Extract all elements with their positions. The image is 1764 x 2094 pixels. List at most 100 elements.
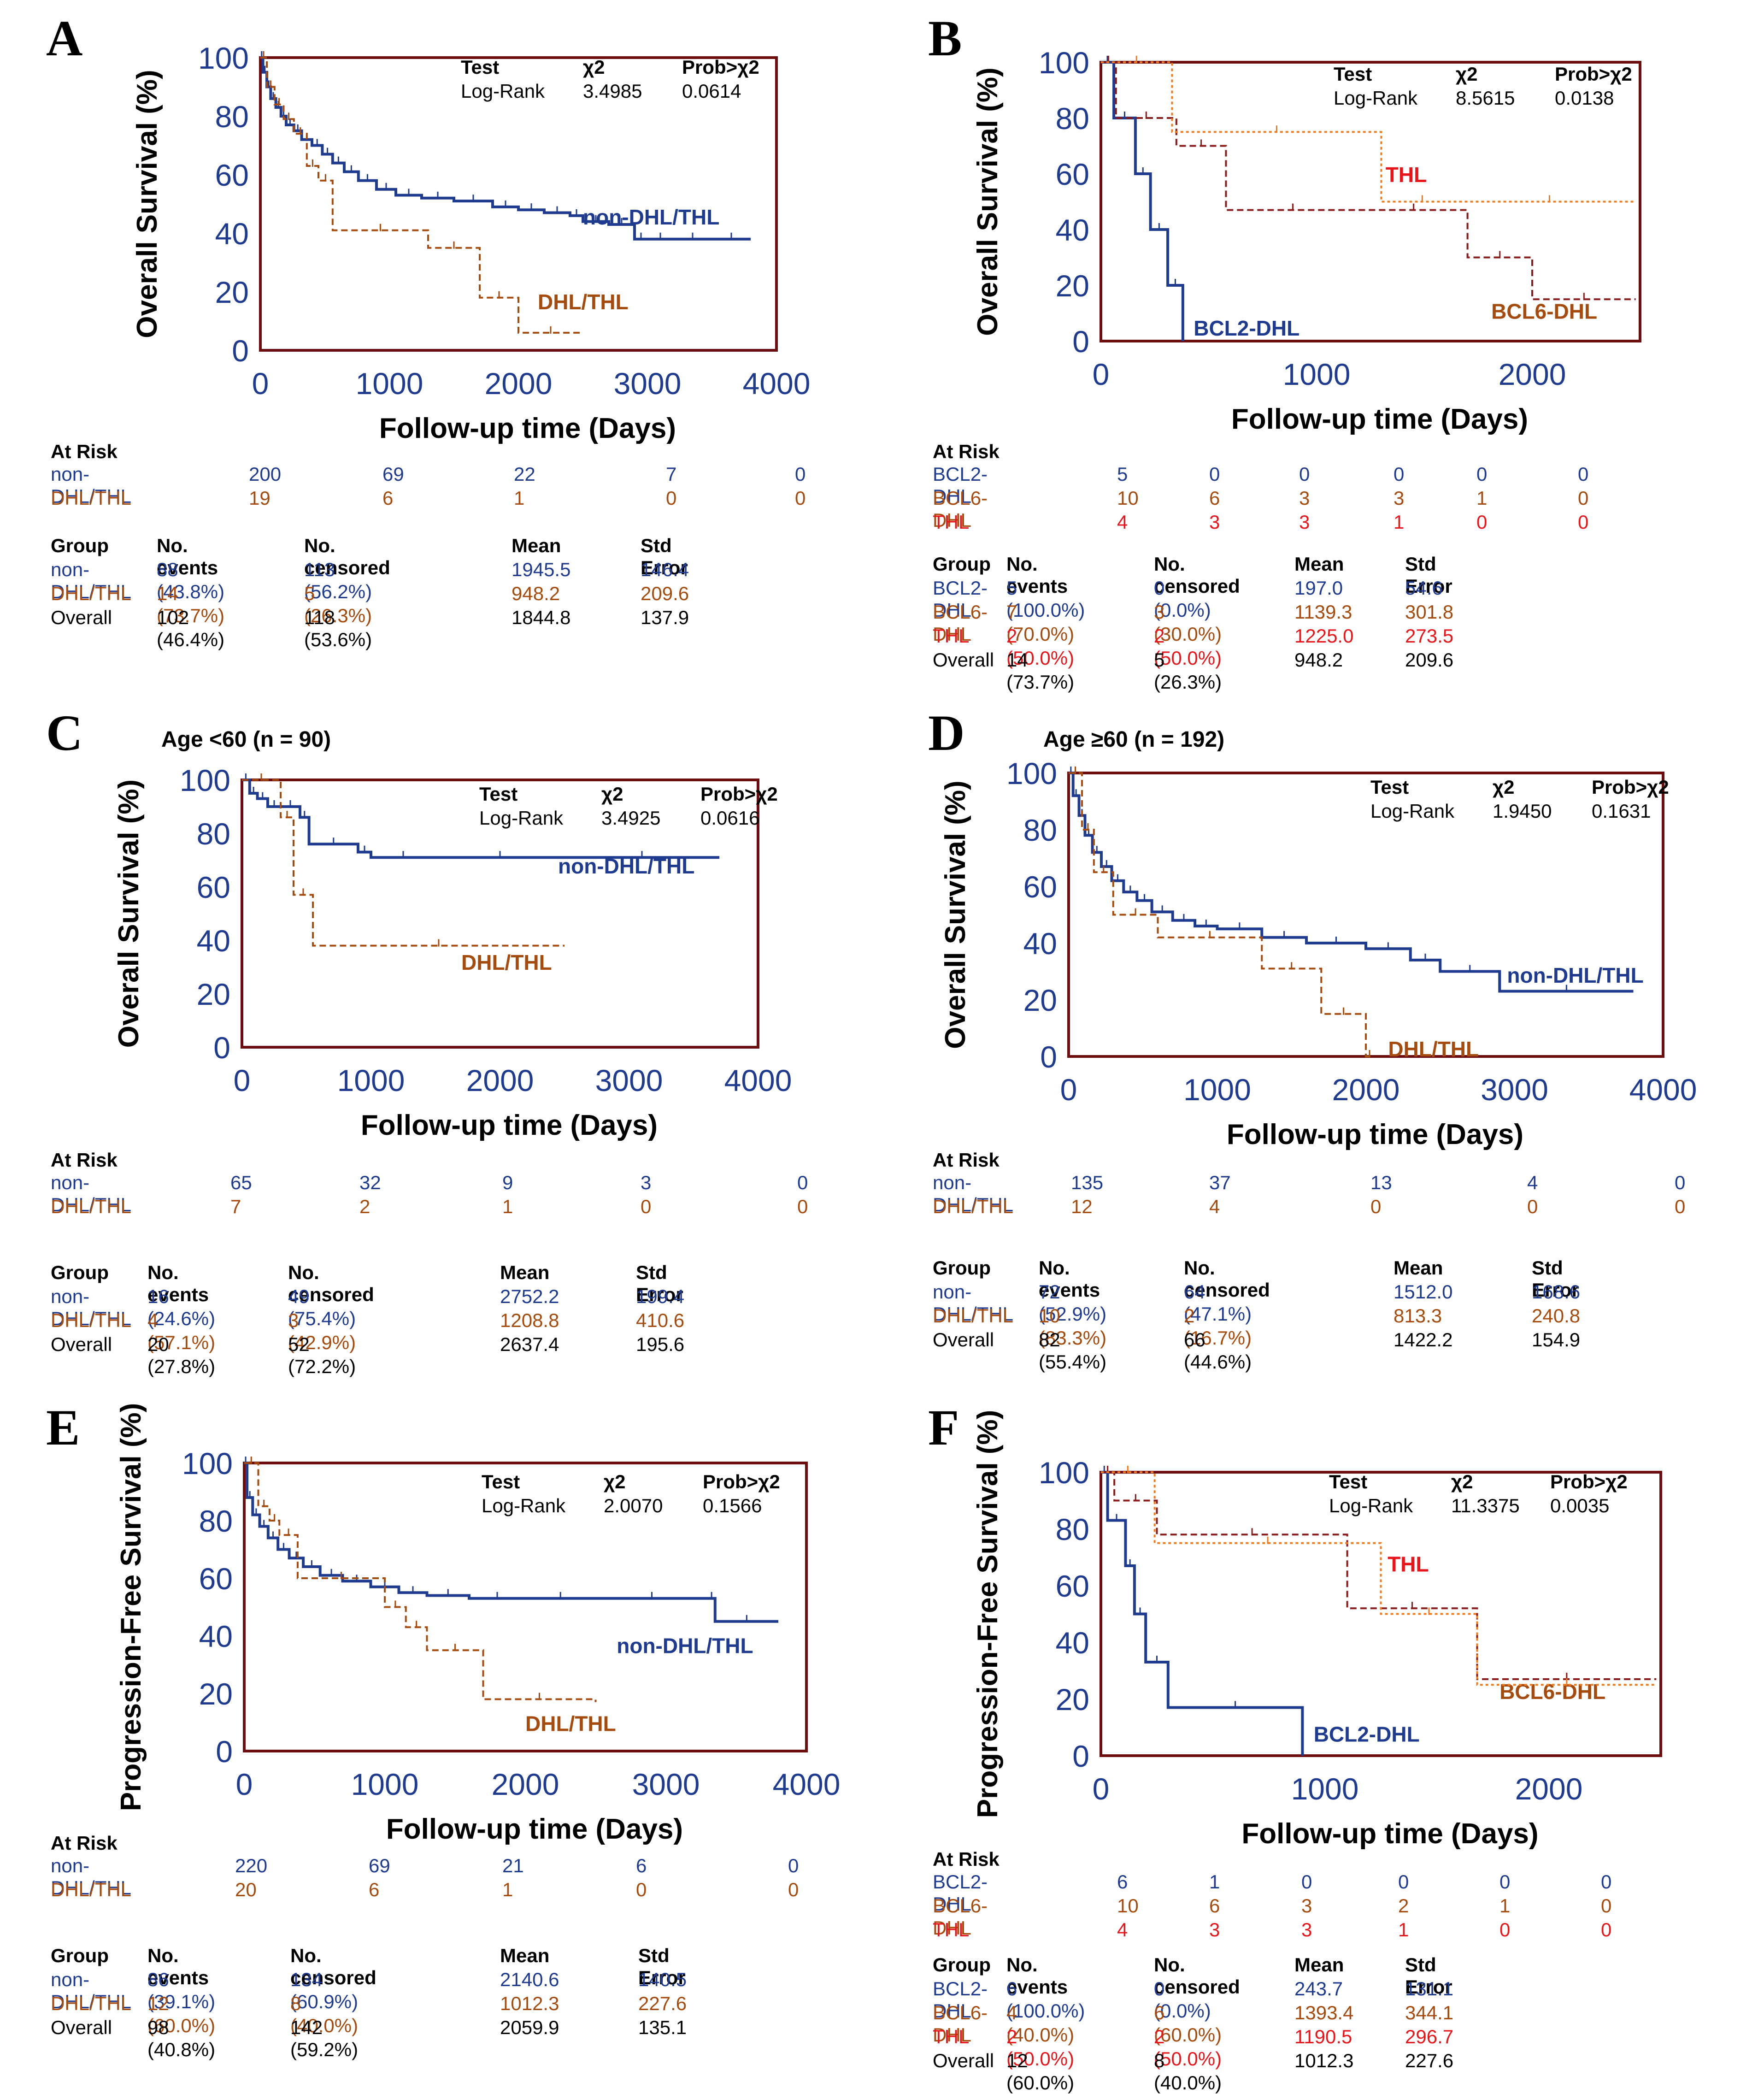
at-risk-row: non-DHL/THL 220 69 21 6 0 (51, 1855, 799, 1899)
y-tick-label: 40 (1023, 926, 1057, 961)
summary-cell-events: 12 (60.0%) (1006, 2050, 1075, 2094)
at-risk-group-label: BCL2-DHL (933, 1871, 988, 1915)
x-tick-label: 0 (1093, 357, 1110, 391)
panel-letter: E (46, 1399, 80, 1456)
at-risk-count: 3 (1299, 511, 1310, 533)
summary-cell-censored: 52 (72.2%) (288, 1333, 356, 1377)
y-tick-label: 20 (215, 275, 249, 309)
summary-header-cell: No. censored (1154, 1954, 1240, 1998)
summary-header-cell: Std Error (636, 1262, 683, 1305)
summary-cell-group: Overall (933, 1329, 994, 1351)
summary-cell-events: 10 (83.3%) (1039, 1305, 1107, 1349)
at-risk-count: 22 (514, 463, 535, 485)
at-risk-count: 13 (1370, 1172, 1392, 1193)
summary-cell-events: 12 (60.0%) (147, 1993, 216, 2036)
summary-cell-mean: 1208.8 (500, 1309, 559, 1331)
series-label: DHL/THL (525, 1711, 616, 1735)
panel-letter: A (46, 10, 83, 66)
y-tick-label: 40 (1056, 1626, 1089, 1660)
summary-cell-se: 140.5 (638, 1969, 687, 1990)
at-risk-row: THL 4 3 3 1 0 0 (933, 511, 1588, 535)
p-value: 0.1631 (1592, 800, 1651, 822)
summary-header-cell: Mean (1294, 1954, 1344, 1976)
test-name: Log-Rank (461, 80, 545, 102)
summary-cell-censored: 113 (56.2%) (304, 559, 372, 602)
at-risk-row: BCL6-DHL 10 6 3 3 1 0 (933, 487, 1588, 531)
x-tick-label: 4000 (1629, 1073, 1697, 1107)
at-risk-count: 2 (359, 1196, 370, 1217)
y-tick-label: 40 (1056, 213, 1089, 247)
panel-a: A 0 20 40 60 80 100 0 1000 2000 3000 4000 Follow-up … (0, 0, 882, 695)
summary-cell-censored: 118 (53.6%) (304, 607, 372, 650)
at-risk-count: 65 (230, 1172, 252, 1193)
summary-cell-censored: 142 (59.2%) (290, 2017, 359, 2060)
summary-header-cell: No. events (147, 1262, 209, 1305)
series-label: BCL6-DHL (1499, 1680, 1605, 1704)
at-risk-group-label: non-DHL/THL (933, 1172, 1014, 1215)
y-tick-label: 60 (1056, 157, 1089, 191)
at-risk-count: 0 (795, 463, 806, 485)
at-risk-count: 21 (502, 1855, 524, 1876)
x-tick-label: 1000 (1291, 1772, 1359, 1806)
chi2-header: χ2 (1493, 776, 1515, 798)
summary-header-cell: Group (51, 1945, 109, 1966)
at-risk-row: non-DHL/THL 200 69 22 7 0 (51, 463, 806, 507)
at-risk-table: At Risk non-DHL/THL 65 32 9 3 0 DHL/THL 7 2 1 0 0 (51, 1149, 808, 1220)
summary-cell-events: 5 (100.0%) (1006, 577, 1085, 621)
summary-cell-group: THL (933, 625, 970, 647)
series-label: THL (1388, 1552, 1429, 1576)
at-risk-count: 7 (666, 463, 677, 485)
at-risk-count: 3 (1299, 487, 1310, 509)
y-axis-title: Overall Survival (%) (113, 779, 145, 1048)
at-risk-count: 1 (1209, 1871, 1220, 1893)
test-header: Test (1329, 1471, 1367, 1492)
at-risk-row: non-DHL/THL 135 37 13 4 0 (933, 1172, 1685, 1215)
at-risk-count: 1 (514, 487, 525, 509)
panel-c: C Age <60 (n = 90) 0 20 40 60 80 100 0 1000 2000 30… (0, 695, 882, 1389)
y-tick-label: 40 (215, 217, 249, 251)
series-label: non-DHL/THL (558, 854, 694, 878)
summary-cell-se: 296.7 (1405, 2026, 1454, 2047)
plot-frame (259, 56, 778, 352)
y-tick-label: 100 (1039, 1456, 1089, 1490)
summary-cell-events: 6 (100.0%) (1006, 1978, 1085, 2022)
at-risk-count: 6 (369, 1879, 380, 1900)
chi2-value: 1.9450 (1493, 800, 1552, 822)
at-risk-group-label: BCL6-DHL (933, 487, 988, 531)
at-risk-row: BCL6-DHL 10 6 3 2 1 0 (933, 1895, 1611, 1939)
at-risk-count: 1 (502, 1196, 513, 1217)
summary-cell-se: 54.6 (1405, 577, 1443, 599)
at-risk-count: 0 (1301, 1871, 1312, 1893)
summary-cell-se: 410.6 (636, 1309, 685, 1331)
summary-header-cell: Mean (512, 535, 561, 556)
summary-cell-se: 227.6 (1405, 2050, 1454, 2071)
x-tick-label: 1000 (337, 1063, 405, 1097)
at-risk-count: 6 (382, 487, 394, 509)
survival-curve-dhl-thl (1069, 772, 1374, 1057)
summary-cell-censored: 3 (30.0%) (1154, 601, 1222, 645)
summary-cell-mean: 1012.3 (500, 1993, 559, 2014)
at-risk-count: 0 (636, 1879, 647, 1900)
x-tick-label: 3000 (1481, 1073, 1548, 1107)
summary-header-cell: Group (51, 1262, 109, 1283)
summary-cell-censored: 8 (40.0%) (1154, 2050, 1222, 2094)
at-risk-row: non-DHL/THL 65 32 9 3 0 (51, 1172, 808, 1215)
summary-cell-group: Overall (933, 649, 994, 671)
y-tick-label: 40 (197, 924, 230, 958)
at-risk-table: At Risk non-DHL/THL 200 69 22 7 0 DHL/THL 19 6 1 0 0 (51, 440, 806, 511)
y-axis-title: Overall Survival (%) (972, 67, 1004, 336)
at-risk-count: 7 (230, 1196, 241, 1217)
summary-cell-censored: 134 (60.9%) (290, 1969, 359, 2012)
at-risk-table: At Risk BCL2-DHL 5 0 0 0 0 0 BCL6-DHL 10 6 3 3 1 0 THL 4… (933, 440, 1588, 535)
chi2-value: 2.0070 (604, 1495, 663, 1516)
x-tick-label: 0 (252, 366, 269, 401)
at-risk-count: 0 (1578, 511, 1589, 533)
at-risk-count: 32 (359, 1172, 381, 1193)
summary-cell-se: 209.6 (641, 583, 689, 604)
y-tick-label: 20 (1056, 1682, 1089, 1716)
at-risk-group-label: non-DHL/THL (51, 1172, 132, 1215)
summary-header-cell: No. censored (1184, 1257, 1270, 1301)
summary-cell-events: 82 (55.4%) (1039, 1329, 1107, 1373)
y-tick-label: 20 (1056, 269, 1089, 303)
